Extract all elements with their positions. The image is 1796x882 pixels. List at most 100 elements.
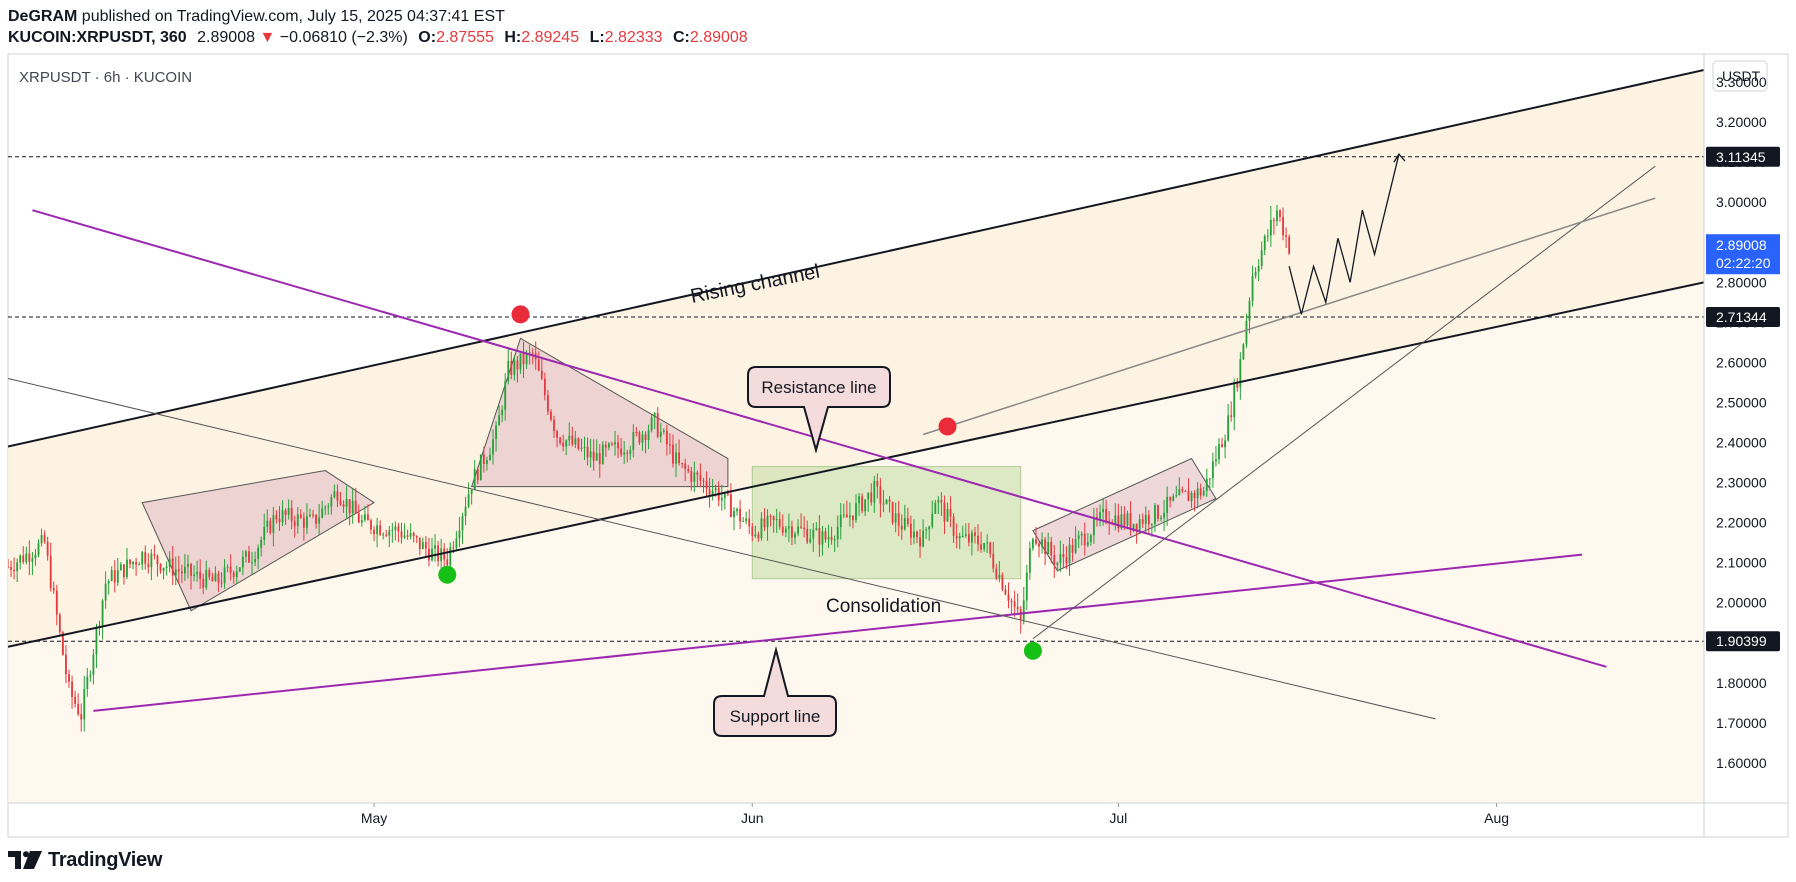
candle-body xyxy=(1086,541,1089,546)
candle-body xyxy=(485,460,488,465)
candle-body xyxy=(1001,574,1004,590)
candle-body xyxy=(519,353,522,370)
symbol-name[interactable]: KUCOIN:XRPUSDT, 360 xyxy=(8,29,187,46)
candle-body xyxy=(730,494,732,517)
candle-body xyxy=(909,523,912,538)
triangle-pattern xyxy=(470,337,729,488)
candle-body xyxy=(983,543,986,550)
candle-body xyxy=(1141,519,1144,524)
candle-body xyxy=(787,526,790,529)
candle-body xyxy=(656,413,659,437)
candle-body xyxy=(476,469,479,481)
candle-body xyxy=(791,526,793,538)
candle-body xyxy=(681,463,684,465)
candle-body xyxy=(1071,544,1074,553)
candle-body xyxy=(1260,250,1263,266)
candle-body xyxy=(269,520,272,533)
candle-body xyxy=(742,520,745,522)
candle-body xyxy=(760,518,763,539)
candle-body xyxy=(193,574,195,576)
candle-body xyxy=(754,534,757,536)
candle-body xyxy=(65,654,67,675)
candle-body xyxy=(208,569,211,578)
candle-body xyxy=(330,497,333,507)
candle-body xyxy=(248,551,250,563)
candle-body xyxy=(903,518,906,530)
candle-body xyxy=(1190,492,1193,502)
candle-body xyxy=(495,425,497,440)
candle-body xyxy=(46,541,49,556)
candle-body xyxy=(80,714,83,720)
candle-body xyxy=(144,552,147,564)
candle-body xyxy=(836,527,839,540)
candle-body xyxy=(623,452,626,455)
candle-body xyxy=(1150,523,1153,525)
candle-body xyxy=(662,430,665,432)
candle-body xyxy=(690,471,693,482)
candle-body xyxy=(473,469,476,490)
candle-body xyxy=(711,490,714,495)
candle-body xyxy=(1254,271,1257,276)
candle-body xyxy=(696,472,699,475)
candle-body xyxy=(815,528,818,530)
candle-body xyxy=(245,551,247,557)
candle-body xyxy=(897,513,900,526)
candle-body xyxy=(925,529,928,531)
candle-body xyxy=(931,513,934,527)
candle-body xyxy=(107,580,110,584)
candle-body xyxy=(528,352,531,354)
red-signal-marker xyxy=(938,417,957,436)
candle-body xyxy=(562,442,565,447)
candle-body xyxy=(470,489,473,495)
candle-body xyxy=(95,627,98,655)
candle-body xyxy=(1172,496,1175,501)
candle-body xyxy=(824,531,827,540)
candle-body xyxy=(916,531,918,538)
footer: TradingView xyxy=(8,847,162,873)
candle-body xyxy=(440,548,443,562)
candle-body xyxy=(257,547,260,560)
candle-body xyxy=(318,517,321,524)
candle-body xyxy=(153,553,156,556)
candle-body xyxy=(141,552,144,565)
candle-body xyxy=(424,542,427,549)
candle-body xyxy=(150,553,153,568)
candle-body xyxy=(733,511,735,517)
candle-body xyxy=(809,538,812,543)
candle-body xyxy=(19,555,22,563)
candle-body xyxy=(845,514,848,518)
change-arrow-icon: ▼ xyxy=(259,29,276,46)
candle-body xyxy=(1007,594,1010,601)
price-tick-label: 2.10000 xyxy=(1716,555,1767,571)
candle-body xyxy=(55,590,58,615)
candle-body xyxy=(1224,440,1227,448)
high-value: 2.89245 xyxy=(521,29,580,46)
candle-body xyxy=(1181,489,1184,491)
candle-body xyxy=(1208,478,1211,480)
candle-body xyxy=(647,430,650,440)
author-name[interactable]: DeGRAM xyxy=(8,8,78,25)
candle-body xyxy=(803,527,806,530)
price-tick-label: 2.40000 xyxy=(1716,435,1767,451)
candle-body xyxy=(1129,513,1132,530)
candle-body xyxy=(415,536,418,538)
candle-body xyxy=(272,515,275,533)
candle-body xyxy=(199,571,202,579)
candle-body xyxy=(266,520,269,527)
candle-body xyxy=(1257,265,1260,272)
resistance-line-callout-text: Resistance line xyxy=(761,378,876,397)
candle-body xyxy=(1154,505,1156,524)
time-tick-label: May xyxy=(361,810,387,826)
support-line-callout-bubble xyxy=(713,646,837,737)
candle-body xyxy=(614,442,616,445)
candle-body xyxy=(418,537,421,549)
price-change: −0.06810 (−2.3%) xyxy=(279,29,408,46)
candle-body xyxy=(888,499,891,502)
candle-body xyxy=(104,583,107,601)
candle-body xyxy=(28,553,31,562)
candle-body xyxy=(1120,514,1123,529)
candle-body xyxy=(531,352,534,354)
tradingview-brand[interactable]: TradingView xyxy=(48,848,163,871)
candle-body xyxy=(513,360,516,375)
